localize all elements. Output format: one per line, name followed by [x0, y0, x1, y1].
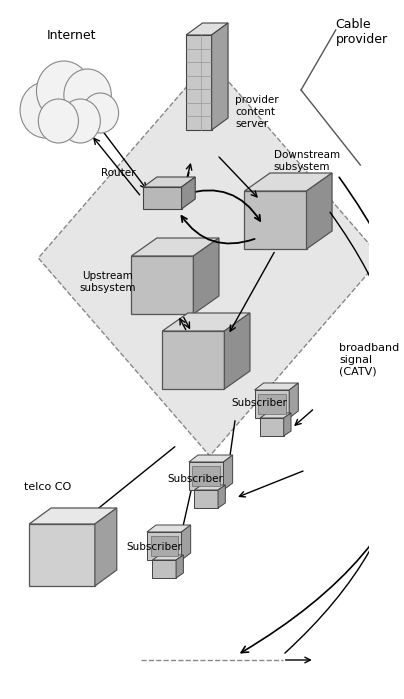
Polygon shape	[189, 455, 233, 462]
Polygon shape	[186, 23, 228, 35]
Polygon shape	[181, 177, 195, 209]
Circle shape	[60, 99, 100, 143]
Polygon shape	[29, 508, 117, 524]
Polygon shape	[95, 508, 117, 586]
Polygon shape	[131, 256, 194, 314]
Polygon shape	[255, 390, 289, 418]
Polygon shape	[223, 455, 233, 490]
Polygon shape	[194, 238, 219, 314]
Polygon shape	[181, 525, 191, 560]
Text: provider
content
server: provider content server	[236, 95, 279, 129]
Text: Router: Router	[101, 168, 135, 178]
Polygon shape	[224, 313, 250, 389]
Circle shape	[20, 82, 71, 138]
Polygon shape	[192, 466, 220, 486]
Text: Subscriber: Subscriber	[168, 474, 224, 484]
Text: Subscriber: Subscriber	[232, 398, 288, 408]
Text: Upstream
subsystem: Upstream subsystem	[80, 271, 136, 293]
Polygon shape	[152, 560, 176, 578]
Polygon shape	[194, 485, 225, 490]
Polygon shape	[38, 60, 381, 456]
Text: Subscriber: Subscriber	[126, 542, 182, 552]
Polygon shape	[143, 187, 181, 209]
Polygon shape	[29, 524, 95, 586]
Circle shape	[36, 61, 91, 121]
Polygon shape	[244, 191, 307, 249]
Polygon shape	[147, 532, 181, 560]
Text: Internet: Internet	[46, 29, 96, 42]
Circle shape	[64, 69, 111, 121]
Polygon shape	[176, 555, 183, 578]
Polygon shape	[131, 238, 219, 256]
Polygon shape	[27, 69, 115, 123]
Polygon shape	[244, 173, 332, 191]
Polygon shape	[162, 313, 250, 331]
Polygon shape	[194, 490, 218, 508]
Polygon shape	[260, 413, 291, 418]
Text: broadband
signal
(CATV): broadband signal (CATV)	[339, 343, 400, 377]
Polygon shape	[218, 485, 225, 508]
Polygon shape	[151, 536, 178, 556]
Polygon shape	[307, 173, 332, 249]
Text: telco CO: telco CO	[24, 482, 71, 492]
Text: Cable
provider: Cable provider	[336, 18, 388, 46]
Polygon shape	[189, 462, 223, 490]
FancyArrowPatch shape	[241, 178, 404, 653]
Polygon shape	[212, 23, 228, 130]
Polygon shape	[289, 383, 298, 418]
Polygon shape	[143, 177, 195, 187]
Polygon shape	[162, 331, 224, 389]
Polygon shape	[258, 394, 286, 414]
Polygon shape	[147, 525, 191, 532]
FancyArrowPatch shape	[285, 212, 404, 653]
Circle shape	[82, 93, 119, 133]
Circle shape	[38, 99, 78, 143]
Polygon shape	[186, 35, 212, 130]
Polygon shape	[152, 555, 183, 560]
Polygon shape	[284, 413, 291, 436]
Text: Downstream
subsystem: Downstream subsystem	[274, 150, 340, 172]
Polygon shape	[255, 383, 298, 390]
Polygon shape	[260, 418, 284, 436]
